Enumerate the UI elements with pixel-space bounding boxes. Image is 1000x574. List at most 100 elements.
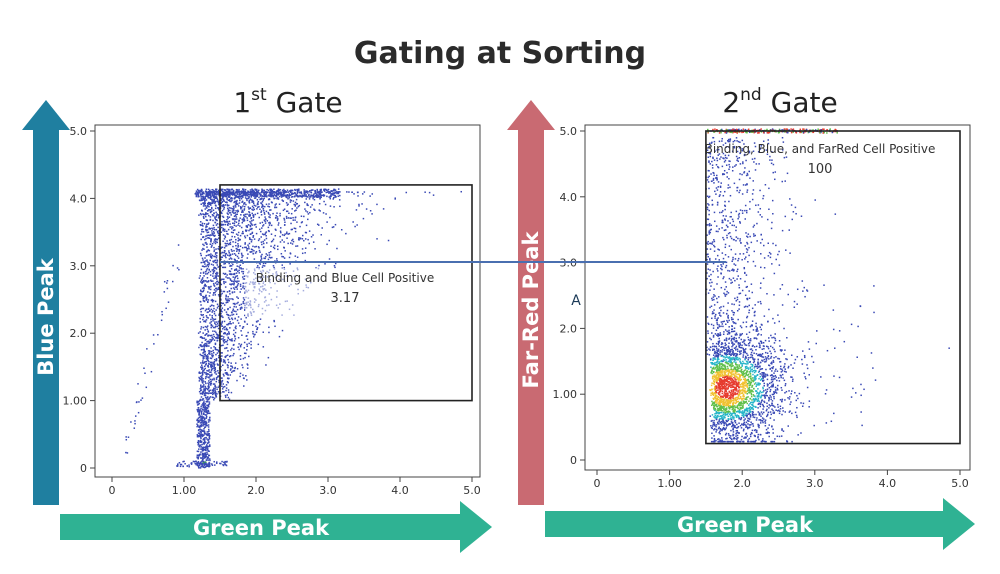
- data-point: [238, 189, 240, 191]
- data-point: [247, 364, 249, 366]
- data-point: [461, 191, 463, 193]
- data-point: [216, 262, 218, 264]
- data-point: [229, 210, 231, 212]
- data-point: [773, 372, 775, 374]
- data-point: [218, 294, 220, 296]
- data-point: [290, 217, 292, 219]
- data-point: [773, 349, 775, 351]
- data-point: [206, 370, 208, 372]
- data-point: [736, 385, 738, 387]
- data-point: [211, 256, 213, 258]
- data-point: [249, 207, 251, 209]
- y-axis-label: Blue Peak: [34, 257, 58, 376]
- data-point: [323, 189, 325, 191]
- data-point: [234, 279, 236, 281]
- data-point: [214, 192, 216, 194]
- data-point: [746, 363, 748, 365]
- data-point: [332, 227, 334, 229]
- data-point: [246, 193, 248, 195]
- data-point: [747, 439, 749, 441]
- data-point: [278, 193, 280, 195]
- figure-title: Gating at Sorting: [0, 36, 1000, 71]
- x-tick-label: 3.0: [806, 477, 824, 490]
- data-point: [242, 367, 244, 369]
- data-point: [258, 247, 260, 249]
- data-point: [233, 344, 235, 346]
- data-point: [226, 240, 228, 242]
- data-point: [143, 367, 145, 369]
- data-point: [201, 377, 203, 379]
- data-point: [249, 212, 251, 214]
- data-point: [211, 337, 213, 339]
- data-point: [270, 190, 272, 192]
- data-point: [263, 210, 265, 212]
- data-point: [363, 218, 365, 220]
- data-point: [216, 288, 218, 290]
- data-point: [795, 359, 797, 361]
- data-point: [295, 216, 297, 218]
- data-point: [206, 269, 208, 271]
- data-point: [237, 243, 239, 245]
- data-point: [214, 323, 216, 325]
- data-point: [205, 456, 207, 458]
- data-point: [217, 248, 219, 250]
- data-point: [743, 430, 745, 432]
- data-point: [130, 421, 132, 423]
- data-point: [203, 453, 205, 455]
- data-point: [262, 233, 264, 235]
- data-point: [228, 209, 230, 211]
- data-point: [770, 399, 772, 401]
- data-point: [742, 365, 744, 367]
- data-point: [188, 464, 190, 466]
- data-point: [223, 465, 225, 467]
- data-point: [279, 215, 281, 217]
- data-point: [263, 191, 265, 193]
- data-point: [203, 300, 205, 302]
- data-point: [239, 239, 241, 241]
- data-point: [216, 373, 218, 375]
- data-point: [270, 251, 272, 253]
- data-point: [227, 296, 229, 298]
- data-point: [208, 361, 210, 363]
- data-point: [236, 268, 238, 270]
- data-point: [201, 410, 203, 412]
- data-point: [212, 202, 214, 204]
- data-point: [203, 231, 205, 233]
- data-point: [209, 195, 211, 197]
- data-point: [239, 225, 241, 227]
- data-point: [208, 193, 210, 195]
- data-point: [279, 196, 281, 198]
- data-point: [333, 206, 335, 208]
- data-point: [287, 189, 289, 191]
- data-point: [234, 368, 236, 370]
- data-point: [216, 340, 218, 342]
- data-point: [211, 324, 213, 326]
- data-point: [211, 305, 213, 307]
- data-point: [206, 315, 208, 317]
- data-point: [229, 223, 231, 225]
- data-point: [229, 221, 231, 223]
- data-point: [211, 315, 213, 317]
- data-point: [198, 404, 200, 406]
- data-point: [201, 457, 203, 459]
- data-point: [715, 431, 717, 433]
- data-point: [234, 225, 236, 227]
- data-point: [200, 293, 202, 295]
- data-point: [208, 388, 210, 390]
- data-point: [728, 416, 730, 418]
- data-point: [203, 281, 205, 283]
- data-point: [223, 200, 225, 202]
- data-point: [295, 202, 297, 204]
- data-point: [303, 195, 305, 197]
- data-point: [206, 447, 208, 449]
- data-point: [792, 367, 794, 369]
- data-point: [245, 214, 247, 216]
- data-point: [253, 207, 255, 209]
- data-point: [243, 301, 245, 303]
- data-point: [731, 439, 733, 441]
- data-point: [209, 314, 211, 316]
- data-point: [267, 220, 269, 222]
- data-point: [276, 207, 278, 209]
- data-point: [206, 452, 208, 454]
- data-point: [256, 251, 258, 253]
